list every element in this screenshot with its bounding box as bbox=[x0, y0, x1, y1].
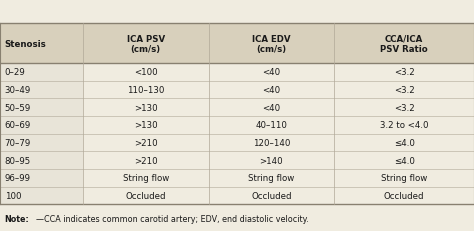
Text: 0–29: 0–29 bbox=[5, 68, 26, 77]
Text: >210: >210 bbox=[134, 138, 157, 147]
Text: 120–140: 120–140 bbox=[253, 138, 290, 147]
Text: CCA/ICA
PSV Ratio: CCA/ICA PSV Ratio bbox=[380, 34, 428, 54]
Bar bbox=[0, 24, 474, 64]
Text: 70–79: 70–79 bbox=[5, 138, 31, 147]
Text: <3.2: <3.2 bbox=[394, 103, 414, 112]
Text: 110–130: 110–130 bbox=[127, 86, 164, 95]
Text: String flow: String flow bbox=[248, 174, 294, 182]
Text: 3.2 to <4.0: 3.2 to <4.0 bbox=[380, 121, 428, 130]
Text: —CCA indicates common carotid artery; EDV, end diastolic velocity.: —CCA indicates common carotid artery; ED… bbox=[36, 214, 308, 223]
Text: <100: <100 bbox=[134, 68, 157, 77]
Text: Occluded: Occluded bbox=[126, 191, 166, 200]
Text: 30–49: 30–49 bbox=[5, 86, 31, 95]
Text: >130: >130 bbox=[134, 121, 157, 130]
Text: 50–59: 50–59 bbox=[5, 103, 31, 112]
Text: >130: >130 bbox=[134, 103, 157, 112]
Text: ICA EDV
(cm/s): ICA EDV (cm/s) bbox=[252, 34, 291, 54]
Text: 100: 100 bbox=[5, 191, 21, 200]
Text: Occluded: Occluded bbox=[384, 191, 424, 200]
Text: Occluded: Occluded bbox=[251, 191, 292, 200]
Text: String flow: String flow bbox=[381, 174, 427, 182]
Text: >140: >140 bbox=[260, 156, 283, 165]
Bar bbox=[0, 64, 83, 204]
Text: ICA PSV
(cm/s): ICA PSV (cm/s) bbox=[127, 34, 165, 54]
Text: <3.2: <3.2 bbox=[394, 86, 414, 95]
Text: Note:: Note: bbox=[5, 214, 29, 223]
Text: 60–69: 60–69 bbox=[5, 121, 31, 130]
Text: <40: <40 bbox=[262, 86, 281, 95]
Text: ≤4.0: ≤4.0 bbox=[393, 138, 415, 147]
Text: <40: <40 bbox=[262, 68, 281, 77]
Text: 40–110: 40–110 bbox=[255, 121, 287, 130]
Text: <40: <40 bbox=[262, 103, 281, 112]
Text: <3.2: <3.2 bbox=[394, 68, 414, 77]
Text: 96–99: 96–99 bbox=[5, 174, 31, 182]
Text: >210: >210 bbox=[134, 156, 157, 165]
Text: 80–95: 80–95 bbox=[5, 156, 31, 165]
Text: ≤4.0: ≤4.0 bbox=[393, 156, 415, 165]
Text: Stenosis: Stenosis bbox=[5, 40, 46, 49]
Text: String flow: String flow bbox=[123, 174, 169, 182]
